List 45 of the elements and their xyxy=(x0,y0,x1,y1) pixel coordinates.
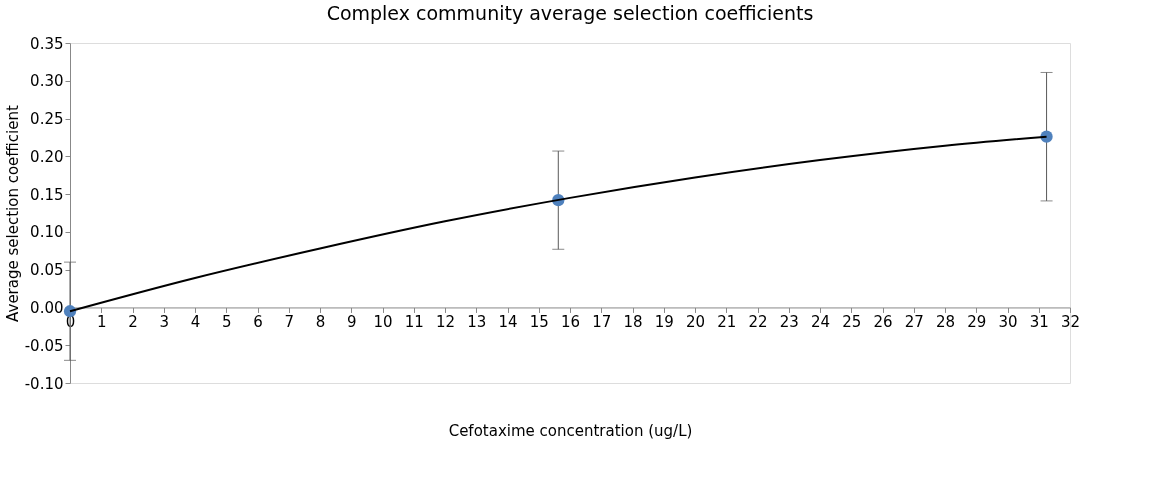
x-tick-label: 30 xyxy=(998,312,1018,331)
x-tick-label: 26 xyxy=(873,312,893,331)
x-tick-label: 31 xyxy=(1029,312,1049,331)
x-tick-label: 10 xyxy=(373,312,393,331)
x-tick-label: 24 xyxy=(810,312,831,331)
x-tick-label: 17 xyxy=(592,312,612,331)
y-tick-label: -0.10 xyxy=(24,374,64,393)
x-tick-label: 18 xyxy=(623,312,643,331)
x-tick-label: 7 xyxy=(284,312,295,331)
x-tick-label: 22 xyxy=(748,312,768,331)
x-tick-label: 4 xyxy=(190,312,201,331)
y-tick-label: 0.10 xyxy=(30,223,64,242)
x-tick-label: 3 xyxy=(159,312,170,331)
x-tick-label: 21 xyxy=(717,312,737,331)
y-tick-label: 0.20 xyxy=(30,147,64,166)
x-tick-label: 15 xyxy=(529,312,549,331)
x-tick-label: 6 xyxy=(253,312,263,331)
y-tick-label: -0.05 xyxy=(24,336,64,355)
y-tick-label: 0.35 xyxy=(30,34,64,53)
x-tick-label: 27 xyxy=(904,312,924,331)
x-tick-label: 29 xyxy=(967,312,987,331)
x-tick-label: 13 xyxy=(467,312,487,331)
x-tick-label: 32 xyxy=(1060,312,1081,331)
x-tick-label: 19 xyxy=(654,312,674,331)
x-tick-label: 28 xyxy=(935,312,956,331)
x-axis-title: Cefotaxime concentration (ug/L) xyxy=(448,421,693,440)
x-tick-label: 5 xyxy=(221,312,232,331)
x-tick-label: 20 xyxy=(685,312,706,331)
x-tick-label: 14 xyxy=(498,312,518,331)
y-axis-title: Average selection coefficient xyxy=(3,105,22,322)
y-tick-label: 0.30 xyxy=(30,72,64,91)
x-tick-label: 12 xyxy=(435,312,456,331)
x-tick-label: 25 xyxy=(842,312,862,331)
y-tick-label: 0.25 xyxy=(30,110,64,129)
y-tick-label: 0.15 xyxy=(30,185,64,204)
x-tick-label: 1 xyxy=(96,312,107,331)
x-tick-label: 16 xyxy=(560,312,581,331)
y-tick-label: 0.05 xyxy=(30,261,64,280)
y-tick-label: 0.00 xyxy=(30,298,64,317)
x-tick-label: 23 xyxy=(779,312,799,331)
x-tick-label: 2 xyxy=(128,312,138,331)
x-tick-label: 9 xyxy=(346,312,357,331)
chart-title: Complex community average selection coefficients xyxy=(326,2,814,24)
x-tick-label: 8 xyxy=(315,312,326,331)
x-tick-label: 11 xyxy=(404,312,424,331)
